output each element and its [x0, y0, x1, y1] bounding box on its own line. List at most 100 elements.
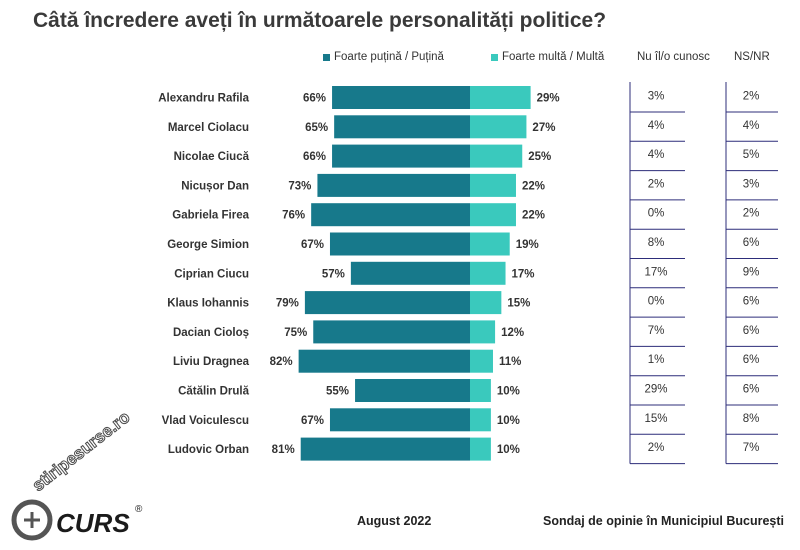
- legend-label-high: Foarte multă / Multă: [502, 51, 605, 63]
- category-label: Ciprian Ciucu: [174, 268, 249, 280]
- value-nsnr: 5%: [743, 149, 760, 161]
- data-label-low: 76%: [282, 210, 305, 222]
- value-unknown: 0%: [648, 208, 665, 220]
- bar-low: [334, 115, 470, 139]
- value-unknown: 17%: [644, 266, 667, 278]
- data-label-high: 10%: [497, 444, 520, 456]
- category-label: Nicușor Dan: [181, 180, 249, 192]
- data-label-low: 81%: [272, 444, 295, 456]
- data-label-low: 67%: [301, 415, 324, 427]
- bar-low: [350, 261, 470, 285]
- data-label-low: 75%: [284, 327, 307, 339]
- legend-swatch-low: [323, 53, 330, 61]
- value-nsnr: 6%: [743, 296, 760, 308]
- value-nsnr: 9%: [743, 266, 760, 278]
- value-nsnr: 2%: [743, 91, 760, 103]
- legend-item-low: Foarte puțină / Puțină: [323, 51, 444, 63]
- value-nsnr: 3%: [743, 178, 760, 190]
- data-label-low: 82%: [270, 356, 293, 368]
- value-nsnr: 8%: [743, 413, 760, 425]
- category-label: Gabriela Firea: [172, 210, 249, 222]
- data-label-high: 15%: [507, 298, 530, 310]
- bar-high: [470, 291, 502, 315]
- bar-low: [300, 437, 470, 461]
- value-unknown: 4%: [648, 149, 665, 161]
- bar-high: [470, 115, 527, 139]
- value-unknown: 0%: [648, 296, 665, 308]
- data-label-high: 10%: [497, 415, 520, 427]
- bar-low: [332, 86, 470, 109]
- bar-high: [470, 379, 491, 402]
- bar-low: [304, 291, 470, 315]
- category-label: Klaus Iohannis: [167, 298, 249, 310]
- value-unknown: 2%: [648, 442, 665, 454]
- watermark-logo-icon: [11, 499, 53, 541]
- data-label-high: 19%: [516, 239, 539, 251]
- data-label-high: 10%: [497, 386, 520, 398]
- logo-text: CURS: [56, 508, 130, 538]
- data-label-high: 22%: [522, 210, 545, 222]
- data-label-low: 65%: [305, 122, 328, 134]
- category-label: Ludovic Orban: [168, 444, 249, 456]
- column-header-nsnr: NS/NR: [734, 51, 770, 63]
- chart-title: Câtă încredere aveți în următoarele pers…: [33, 9, 607, 32]
- value-unknown: 29%: [644, 384, 667, 396]
- bar-high: [470, 437, 491, 461]
- bar-high: [470, 144, 523, 168]
- value-nsnr: 7%: [743, 442, 760, 454]
- survey-date: August 2022: [357, 514, 432, 528]
- bar-low: [329, 232, 470, 256]
- bar-low: [313, 320, 470, 344]
- value-unknown: 4%: [648, 120, 665, 132]
- value-unknown: 15%: [644, 413, 667, 425]
- value-nsnr: 6%: [743, 237, 760, 249]
- bar-low: [329, 408, 470, 432]
- category-label: Vlad Voiculescu: [162, 415, 249, 427]
- legend-item-high: Foarte multă / Multă: [491, 51, 604, 63]
- column-header-unknown: Nu îl/o cunosc: [637, 51, 710, 63]
- category-label: Alexandru Rafila: [158, 93, 249, 105]
- data-label-high: 27%: [532, 122, 555, 134]
- category-label: Cătălin Drulă: [178, 386, 250, 398]
- data-label-low: 73%: [288, 180, 311, 192]
- bar-high: [470, 86, 531, 109]
- value-unknown: 3%: [648, 91, 665, 103]
- survey-source: Sondaj de opinie în Municipiul București: [543, 514, 784, 528]
- watermark: stiripesurse.ro: [28, 407, 134, 496]
- value-unknown: 7%: [648, 325, 665, 337]
- bar-low: [317, 173, 470, 197]
- category-label: Dacian Cioloș: [173, 327, 249, 339]
- data-label-low: 67%: [301, 239, 324, 251]
- value-nsnr: 4%: [743, 120, 760, 132]
- data-label-high: 17%: [512, 268, 535, 280]
- bar-high: [470, 349, 493, 373]
- value-nsnr: 2%: [743, 208, 760, 220]
- legend-swatch-high: [491, 53, 498, 61]
- watermark-text: stiripesurse.ro: [29, 407, 134, 495]
- logo-registered-mark: ®: [135, 504, 143, 515]
- bar-low: [332, 144, 470, 168]
- data-label-high: 12%: [501, 327, 524, 339]
- data-label-high: 22%: [522, 180, 545, 192]
- category-label: Marcel Ciolacu: [168, 122, 249, 134]
- legend-label-low: Foarte puțină / Puțină: [334, 51, 444, 63]
- bar-high: [470, 232, 510, 256]
- value-unknown: 8%: [648, 237, 665, 249]
- bar-low: [298, 349, 470, 373]
- category-label: Nicolae Ciucă: [174, 151, 250, 163]
- bar-high: [470, 408, 491, 432]
- value-nsnr: 6%: [743, 384, 760, 396]
- value-unknown: 1%: [648, 354, 665, 366]
- chart-area: Alexandru Rafila 66% 29% 3% 2% Marcel Ciolacu…: [158, 82, 778, 465]
- curs-logo: CURS ®: [11, 499, 143, 541]
- data-label-low: 55%: [326, 386, 349, 398]
- bar-high: [470, 203, 516, 227]
- bar-high: [470, 173, 516, 197]
- bar-low: [311, 203, 470, 227]
- data-label-low: 57%: [322, 268, 345, 280]
- bar-high: [470, 261, 506, 285]
- value-unknown: 2%: [648, 178, 665, 190]
- data-label-high: 25%: [528, 151, 551, 163]
- value-nsnr: 6%: [743, 325, 760, 337]
- data-label-high: 11%: [499, 356, 521, 368]
